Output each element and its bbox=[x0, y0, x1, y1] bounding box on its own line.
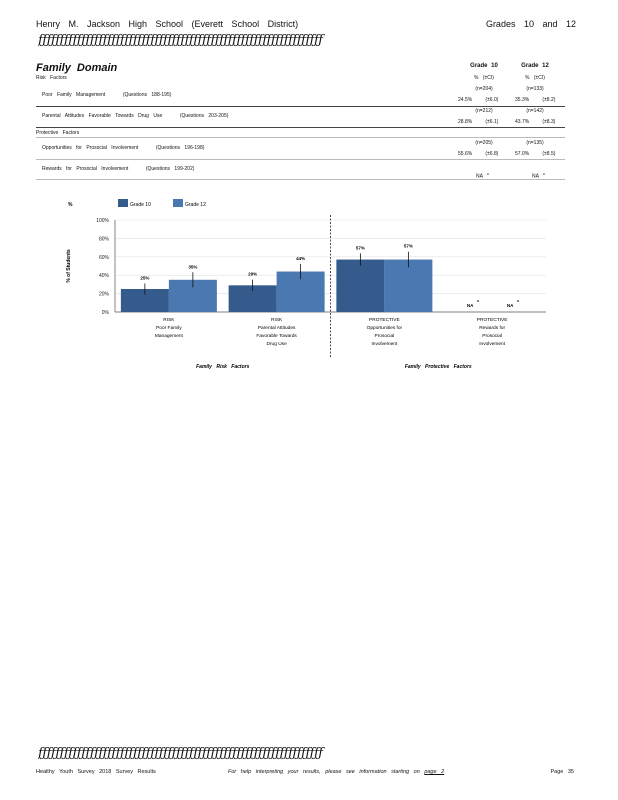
bar-na-note: c bbox=[477, 298, 480, 303]
x-category-label: Prosocial bbox=[375, 333, 395, 339]
bar bbox=[120, 289, 169, 312]
bar-value-label: 57% bbox=[356, 245, 365, 250]
x-category-label: Involvement bbox=[371, 341, 398, 347]
group-label-protective: Family Protective Factors bbox=[405, 364, 472, 370]
row1-n2: (n=142) bbox=[526, 108, 544, 114]
legend-swatch bbox=[173, 199, 183, 207]
row-divider bbox=[36, 159, 565, 160]
row-rewards-label: Rewards for Prosocial Involvement (Quest… bbox=[42, 166, 195, 172]
bar-value-label: 25% bbox=[140, 275, 149, 280]
row1-v1: 28.8% (±6.1) bbox=[458, 119, 499, 125]
y-tick-label: 60% bbox=[99, 255, 110, 261]
page-number: Page 35 bbox=[550, 769, 575, 775]
risk-heading: Risk Factors bbox=[36, 75, 67, 81]
row0-n1: (n=204) bbox=[475, 86, 493, 92]
section-divider bbox=[36, 127, 565, 128]
row-divider bbox=[36, 179, 565, 180]
bar-chart: 0% 20% 40% 60% 80% 100% % of Students% Grade 10… bbox=[66, 199, 546, 370]
row0-n2: (n=133) bbox=[526, 86, 544, 92]
x-category-label: Parental Attitudes bbox=[258, 325, 296, 331]
y-tick-label: 40% bbox=[99, 273, 110, 279]
row1-n1: (n=212) bbox=[475, 108, 493, 114]
y-tick-label: 0% bbox=[102, 310, 110, 316]
ornament-top: ƒƒƒƒƒƒƒƒƒƒƒƒƒƒƒƒƒƒƒƒƒƒƒƒƒƒƒƒƒƒƒƒƒƒƒƒƒƒƒƒ… bbox=[38, 33, 323, 48]
row1-v2: 43.7% (±8.3) bbox=[515, 119, 556, 125]
protective-heading: Protective Factors bbox=[36, 130, 80, 136]
bar-value-label: 44% bbox=[296, 256, 305, 261]
x-category-label: Rewards for bbox=[479, 325, 505, 331]
x-category-label: RISK bbox=[271, 317, 283, 323]
legend-label: Grade 10 bbox=[130, 202, 151, 208]
row-divider bbox=[36, 106, 565, 107]
legend-label: Grade 12 bbox=[185, 202, 206, 208]
row0-v1: 24.5% (±6.0) bbox=[458, 97, 499, 103]
row2-v1: 55.6% (±6.8) bbox=[458, 151, 499, 157]
y-axis-label: % of Students bbox=[66, 249, 72, 283]
bar bbox=[336, 259, 385, 312]
x-category-label: Poor Family bbox=[156, 325, 182, 331]
x-category-label: Favorable Towards bbox=[256, 333, 297, 339]
col-header-grade12: Grade 12 bbox=[521, 63, 549, 69]
row-poor-family-management-label: Poor Family Management (Questions 188-19… bbox=[42, 92, 172, 98]
x-category-label: PROTECTIVE bbox=[477, 317, 508, 323]
bar-na-note: c bbox=[517, 298, 520, 303]
row0-v2: 35.3% (±8.2) bbox=[515, 97, 556, 103]
col-sub-grade12: % (±CI) bbox=[525, 75, 545, 81]
footer-help-text: For help interpreting your results, plea… bbox=[228, 769, 445, 775]
bar-value-label: 57% bbox=[404, 244, 413, 249]
row3-v1: NA c bbox=[476, 171, 490, 180]
x-category-label: Opportunities for bbox=[367, 325, 403, 331]
col-header-grade10: Grade 10 bbox=[470, 63, 498, 69]
x-category-label: PROTECTIVE bbox=[369, 317, 400, 323]
footer-title: Healthy Youth Survey 2018 Survey Results bbox=[36, 769, 156, 775]
row2-n1: (n=205) bbox=[475, 140, 493, 146]
domain-title: Family Domain bbox=[36, 62, 118, 74]
row2-v2: 57.0% (±8.5) bbox=[515, 151, 556, 157]
bar bbox=[384, 259, 433, 312]
row-divider bbox=[36, 137, 565, 138]
x-category-label: Prosocial bbox=[482, 333, 502, 339]
row-opportunities-label: Opportunities for Prosocial Involvement … bbox=[42, 145, 205, 151]
bar-na-label: NA bbox=[507, 303, 514, 308]
school-name: Henry M. Jackson High School (Everett Sc… bbox=[36, 19, 299, 29]
bar-value-label: 29% bbox=[248, 272, 257, 277]
x-category-label: RISK bbox=[163, 317, 175, 323]
bar-value-label: 35% bbox=[188, 264, 197, 269]
ornament-bottom: ƒƒƒƒƒƒƒƒƒƒƒƒƒƒƒƒƒƒƒƒƒƒƒƒƒƒƒƒƒƒƒƒƒƒƒƒƒƒƒƒ… bbox=[38, 746, 323, 761]
x-category-label: Drug Use bbox=[266, 341, 287, 347]
row3-v2: NA c bbox=[532, 171, 546, 180]
x-category-label: Involvement bbox=[479, 341, 506, 347]
col-sub-grade10: % (±CI) bbox=[474, 75, 494, 81]
group-label-risk: Family Risk Factors bbox=[196, 364, 249, 370]
grades-label: Grades 10 and 12 bbox=[485, 19, 576, 29]
row2-n2: (n=135) bbox=[526, 140, 544, 146]
x-category-label: Management bbox=[155, 333, 184, 339]
y-tick-label: 100% bbox=[96, 218, 109, 224]
legend-swatch bbox=[118, 199, 128, 207]
bar-na-label: NA bbox=[467, 303, 474, 308]
row-parental-attitudes-label: Parental Attitudes Favorable Towards Dru… bbox=[42, 113, 229, 119]
y-axis-label-unit: % bbox=[68, 202, 73, 208]
y-tick-label: 80% bbox=[99, 236, 110, 242]
help-page-link[interactable]: page 2 bbox=[424, 769, 445, 775]
y-tick-label: 20% bbox=[99, 292, 110, 298]
